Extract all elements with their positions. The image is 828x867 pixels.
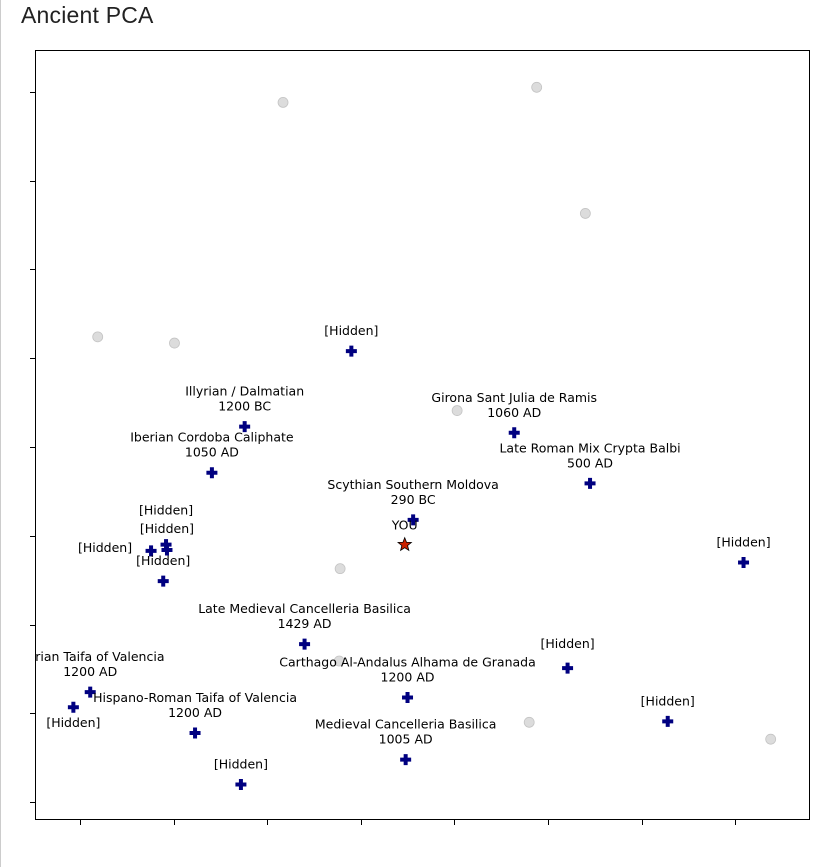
reference-population-label: Carthago Al-Andalus Alhama de Granada xyxy=(279,654,535,669)
reference-population-marker xyxy=(235,778,247,790)
reference-population-marker xyxy=(189,727,201,739)
reference-population-date: 1005 AD xyxy=(379,732,433,747)
reference-population-marker xyxy=(239,421,251,433)
you-label: YOU xyxy=(391,518,418,533)
reference-population-label: Late Medieval Cancelleria Basilica xyxy=(198,601,411,616)
reference-population-date: 1429 AD xyxy=(278,616,332,631)
reference-population-date: 500 AD xyxy=(567,455,613,470)
reference-population-marker xyxy=(157,575,169,587)
reference-population-marker xyxy=(84,686,96,698)
reference-population-date: 1200 AD xyxy=(168,705,222,720)
reference-population-label: Scythian Southern Moldova xyxy=(327,477,498,492)
reference-population-marker xyxy=(299,638,311,650)
axes-frame xyxy=(35,50,810,820)
background-sample-point xyxy=(333,655,345,667)
background-sample-point xyxy=(579,208,591,219)
reference-population-marker xyxy=(145,545,157,557)
you-star-marker xyxy=(397,536,413,552)
background-sample-point xyxy=(765,733,777,745)
reference-population-label: [Hidden] xyxy=(46,715,100,730)
reference-population-marker xyxy=(508,427,520,439)
reference-population-marker xyxy=(161,544,173,556)
reference-population-marker xyxy=(206,467,218,479)
reference-population-date: 1060 AD xyxy=(487,405,541,420)
reference-population-marker xyxy=(662,715,674,727)
background-sample-point xyxy=(92,331,104,343)
background-sample-point xyxy=(531,81,543,93)
chart-title: Ancient PCA xyxy=(21,2,154,28)
reference-population-marker xyxy=(584,477,596,489)
reference-population-label: Girona Sant Julia de Ramis xyxy=(431,390,597,405)
reference-population-label: [Hidden] xyxy=(214,756,268,771)
reference-population-marker xyxy=(407,514,419,526)
reference-population-label: Illyrian / Dalmatian xyxy=(185,384,304,399)
reference-population-label: [Hidden] xyxy=(541,636,595,651)
reference-population-label: [Hidden] xyxy=(78,540,132,555)
reference-population-label: Iberian Cordoba Caliphate xyxy=(130,430,294,445)
reference-population-marker xyxy=(400,754,412,766)
reference-population-label: [Hidden] xyxy=(324,323,378,338)
reference-population-marker xyxy=(738,556,750,568)
reference-population-label: [Hidden] xyxy=(140,521,194,536)
reference-population-marker xyxy=(67,701,79,713)
reference-population-date: 290 BC xyxy=(391,492,436,507)
reference-population-label: Hispano-Roman Taifa of Valencia xyxy=(93,690,297,705)
reference-population-date: 1200 AD xyxy=(381,669,435,684)
reference-population-marker xyxy=(402,691,414,703)
reference-population-date: 1200 BC xyxy=(218,399,271,414)
background-sample-point xyxy=(451,405,463,416)
reference-population-label: [Hidden] xyxy=(641,693,695,708)
reference-population-label: Medieval Cancelleria Basilica xyxy=(315,717,497,732)
background-sample-point xyxy=(277,96,289,108)
reference-population-label: Late Roman Mix Crypta Balbi xyxy=(499,440,680,455)
reference-population-date: 1200 AD xyxy=(63,664,117,679)
reference-population-marker xyxy=(562,662,574,674)
reference-population-label: [Hidden] xyxy=(136,553,190,568)
reference-population-date: 1050 AD xyxy=(185,445,239,460)
background-sample-point xyxy=(523,716,535,728)
background-sample-point xyxy=(169,337,180,349)
reference-population-label: Iberian Taifa of Valencia xyxy=(16,649,165,664)
reference-population-label: [Hidden] xyxy=(716,534,770,549)
figure-left-border xyxy=(0,0,1,867)
background-sample-point xyxy=(334,563,346,575)
reference-population-label: [Hidden] xyxy=(139,503,193,518)
reference-population-marker xyxy=(345,345,357,357)
